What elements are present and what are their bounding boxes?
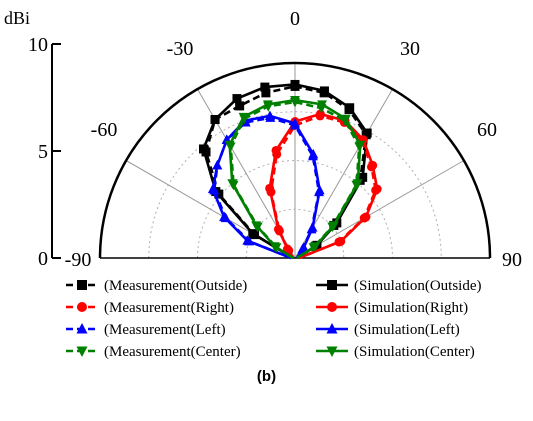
data-point — [261, 88, 271, 98]
data-point — [315, 109, 325, 119]
data-point — [352, 179, 363, 189]
angle-tick-label: 0 — [290, 8, 300, 30]
legend-label: (Simulation(Center) — [354, 344, 475, 360]
angle-tick-label: -60 — [91, 119, 118, 141]
grid-ring — [197, 160, 393, 259]
grid — [125, 63, 465, 259]
legend-item: (Measurement(Right) — [66, 300, 234, 316]
data-point — [355, 140, 366, 151]
data-point — [319, 86, 329, 96]
legend-label: (Measurement(Center) — [104, 344, 241, 360]
data-point — [207, 183, 218, 194]
data-point — [310, 242, 321, 252]
data-point — [76, 346, 88, 357]
radial-tick-label: 10 — [28, 34, 48, 56]
series-group — [198, 79, 382, 260]
legend: (Measurement(Outside) (Simulation(Outside… — [66, 278, 482, 360]
data-point — [372, 184, 382, 194]
data-point — [345, 103, 355, 113]
data-point — [368, 160, 378, 170]
data-point — [290, 96, 300, 106]
series-5 — [207, 110, 325, 260]
data-point — [212, 159, 223, 170]
data-point — [232, 94, 242, 104]
data-point — [314, 184, 325, 195]
grid-spoke — [294, 160, 465, 259]
data-point — [264, 110, 275, 120]
data-point — [326, 323, 338, 334]
data-point — [265, 183, 275, 193]
series-line — [211, 114, 321, 260]
data-point — [238, 112, 249, 123]
data-point — [307, 222, 318, 232]
legend-label: (Simulation(Left) — [354, 322, 460, 338]
data-point — [358, 172, 368, 182]
radial-tick-label: 0 — [38, 248, 48, 270]
data-point — [77, 302, 87, 312]
data-point — [242, 235, 253, 245]
data-point — [76, 323, 88, 334]
data-point — [227, 179, 238, 189]
data-point — [327, 302, 337, 312]
data-point — [290, 79, 300, 89]
legend-item: (Simulation(Center) — [316, 344, 475, 360]
data-point — [361, 212, 371, 222]
data-point — [282, 244, 292, 254]
data-point — [290, 118, 300, 128]
legend-item: (Measurement(Outside) — [66, 278, 247, 294]
data-point — [273, 224, 283, 234]
data-point — [362, 128, 372, 138]
legend-item: (Simulation(Right) — [316, 300, 468, 316]
data-point — [298, 242, 309, 252]
data-point — [210, 115, 220, 125]
legend-label: (Simulation(Outside) — [354, 278, 482, 294]
legend-item: (Measurement(Center) — [66, 344, 241, 360]
legend-label: (Measurement(Left) — [104, 322, 226, 338]
unit-label: dBi — [4, 8, 30, 28]
legend-item: (Simulation(Outside) — [316, 278, 482, 294]
data-point — [77, 280, 87, 290]
data-point — [198, 144, 208, 154]
data-point — [262, 100, 273, 110]
angle-tick-label: -30 — [167, 38, 194, 60]
series-1 — [198, 79, 372, 260]
legend-label: (Measurement(Right) — [104, 300, 234, 316]
legend-item: (Measurement(Left) — [66, 322, 226, 338]
outer-arc — [98, 61, 492, 259]
angle-tick-label: -90 — [65, 249, 92, 271]
data-point — [271, 145, 281, 155]
legend-label: (Measurement(Outside) — [104, 278, 247, 294]
data-point — [326, 346, 338, 357]
data-point — [317, 100, 328, 110]
data-point — [308, 148, 319, 159]
data-point — [269, 242, 280, 252]
series-line — [202, 83, 369, 260]
data-point — [248, 229, 258, 239]
data-point — [328, 221, 339, 231]
data-point — [251, 221, 262, 231]
angle-tick-label: 90 — [502, 249, 522, 271]
data-point — [219, 211, 230, 222]
data-point — [340, 114, 351, 125]
figure-caption: (b) — [256, 368, 277, 385]
data-point — [235, 101, 245, 111]
series-7 — [224, 96, 366, 260]
data-point — [336, 236, 346, 246]
data-point — [260, 82, 270, 92]
angle-tick-label: 30 — [400, 38, 420, 60]
data-point — [327, 280, 337, 290]
data-point — [224, 140, 235, 151]
series-line — [268, 112, 379, 260]
axes: 0 5 10 -90 -60 -30 0 30 60 90 — [28, 8, 522, 271]
radial-tick-label: 5 — [38, 141, 48, 163]
legend-label: (Simulation(Right) — [354, 300, 468, 316]
angle-tick-label: 60 — [477, 119, 497, 141]
legend-item: (Simulation(Left) — [316, 322, 460, 338]
